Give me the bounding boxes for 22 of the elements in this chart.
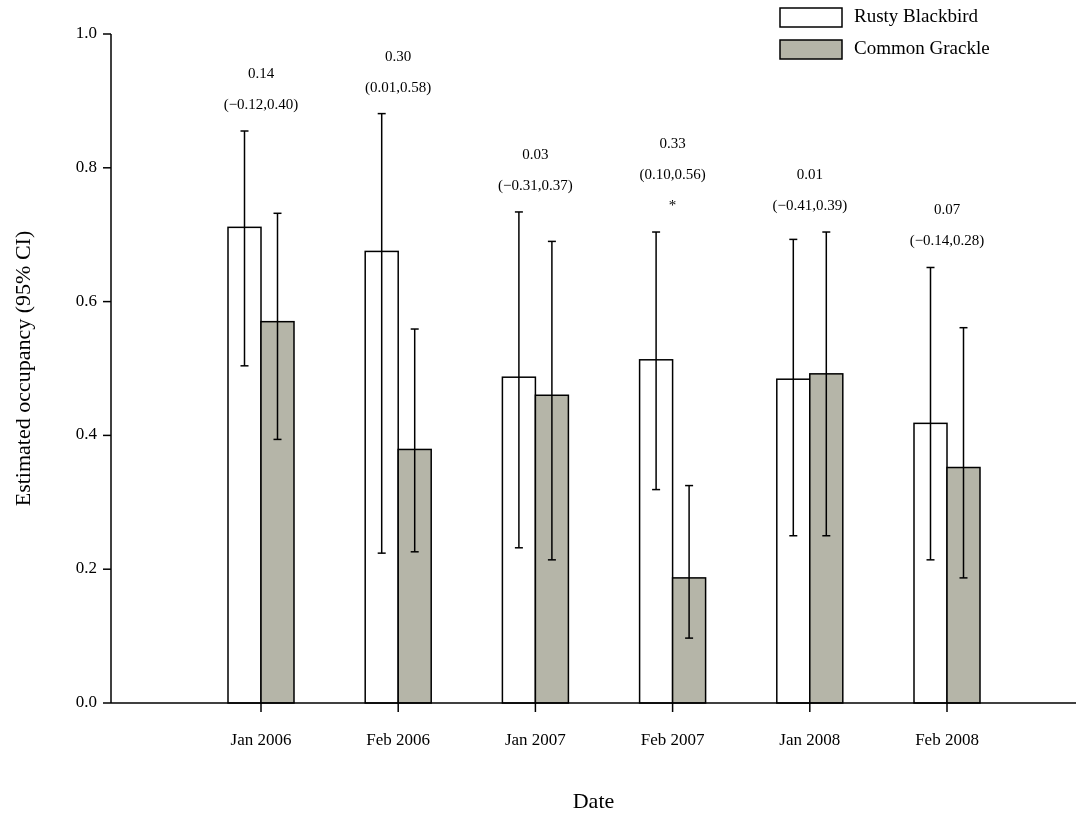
y-axis-title: Estimated occupancy (95% CI) — [10, 230, 35, 507]
legend-label: Rusty Blackbird — [854, 5, 979, 27]
annotation: 0.01 (−0.41,0.39) — [772, 166, 848, 215]
x-tick-label: Feb 2006 — [366, 730, 431, 749]
y-tick-label: 0.0 — [75, 691, 97, 711]
y-tick-label: 0.4 — [75, 424, 98, 444]
annotation: 0.14 (−0.12,0.40) — [223, 65, 299, 113]
x-tick-label: Jan 2007 — [504, 730, 567, 749]
annotation: 0.33 (0.10,0.56) * — [639, 135, 706, 214]
x-axis-title: Date — [572, 788, 615, 813]
y-tick-label: 1.0 — [75, 22, 97, 42]
x-tick-label: Feb 2008 — [915, 730, 979, 749]
x-tick-label: Feb 2007 — [640, 730, 705, 749]
annotation: 0.03 (−0.31,0.37) — [498, 145, 573, 194]
annotation: 0.30 (0.01,0.58) — [365, 47, 432, 96]
y-tick-label: 0.8 — [75, 156, 97, 176]
x-tick-label: Jan 2008 — [779, 730, 841, 749]
y-tick-label: 0.2 — [75, 558, 97, 578]
annotation: 0.07 (−0.14,0.28) — [909, 201, 985, 250]
x-tick-label: Jan 2006 — [230, 730, 292, 749]
y-tick-label: 0.6 — [75, 290, 97, 310]
legend-label: Common Grackle — [854, 37, 990, 59]
